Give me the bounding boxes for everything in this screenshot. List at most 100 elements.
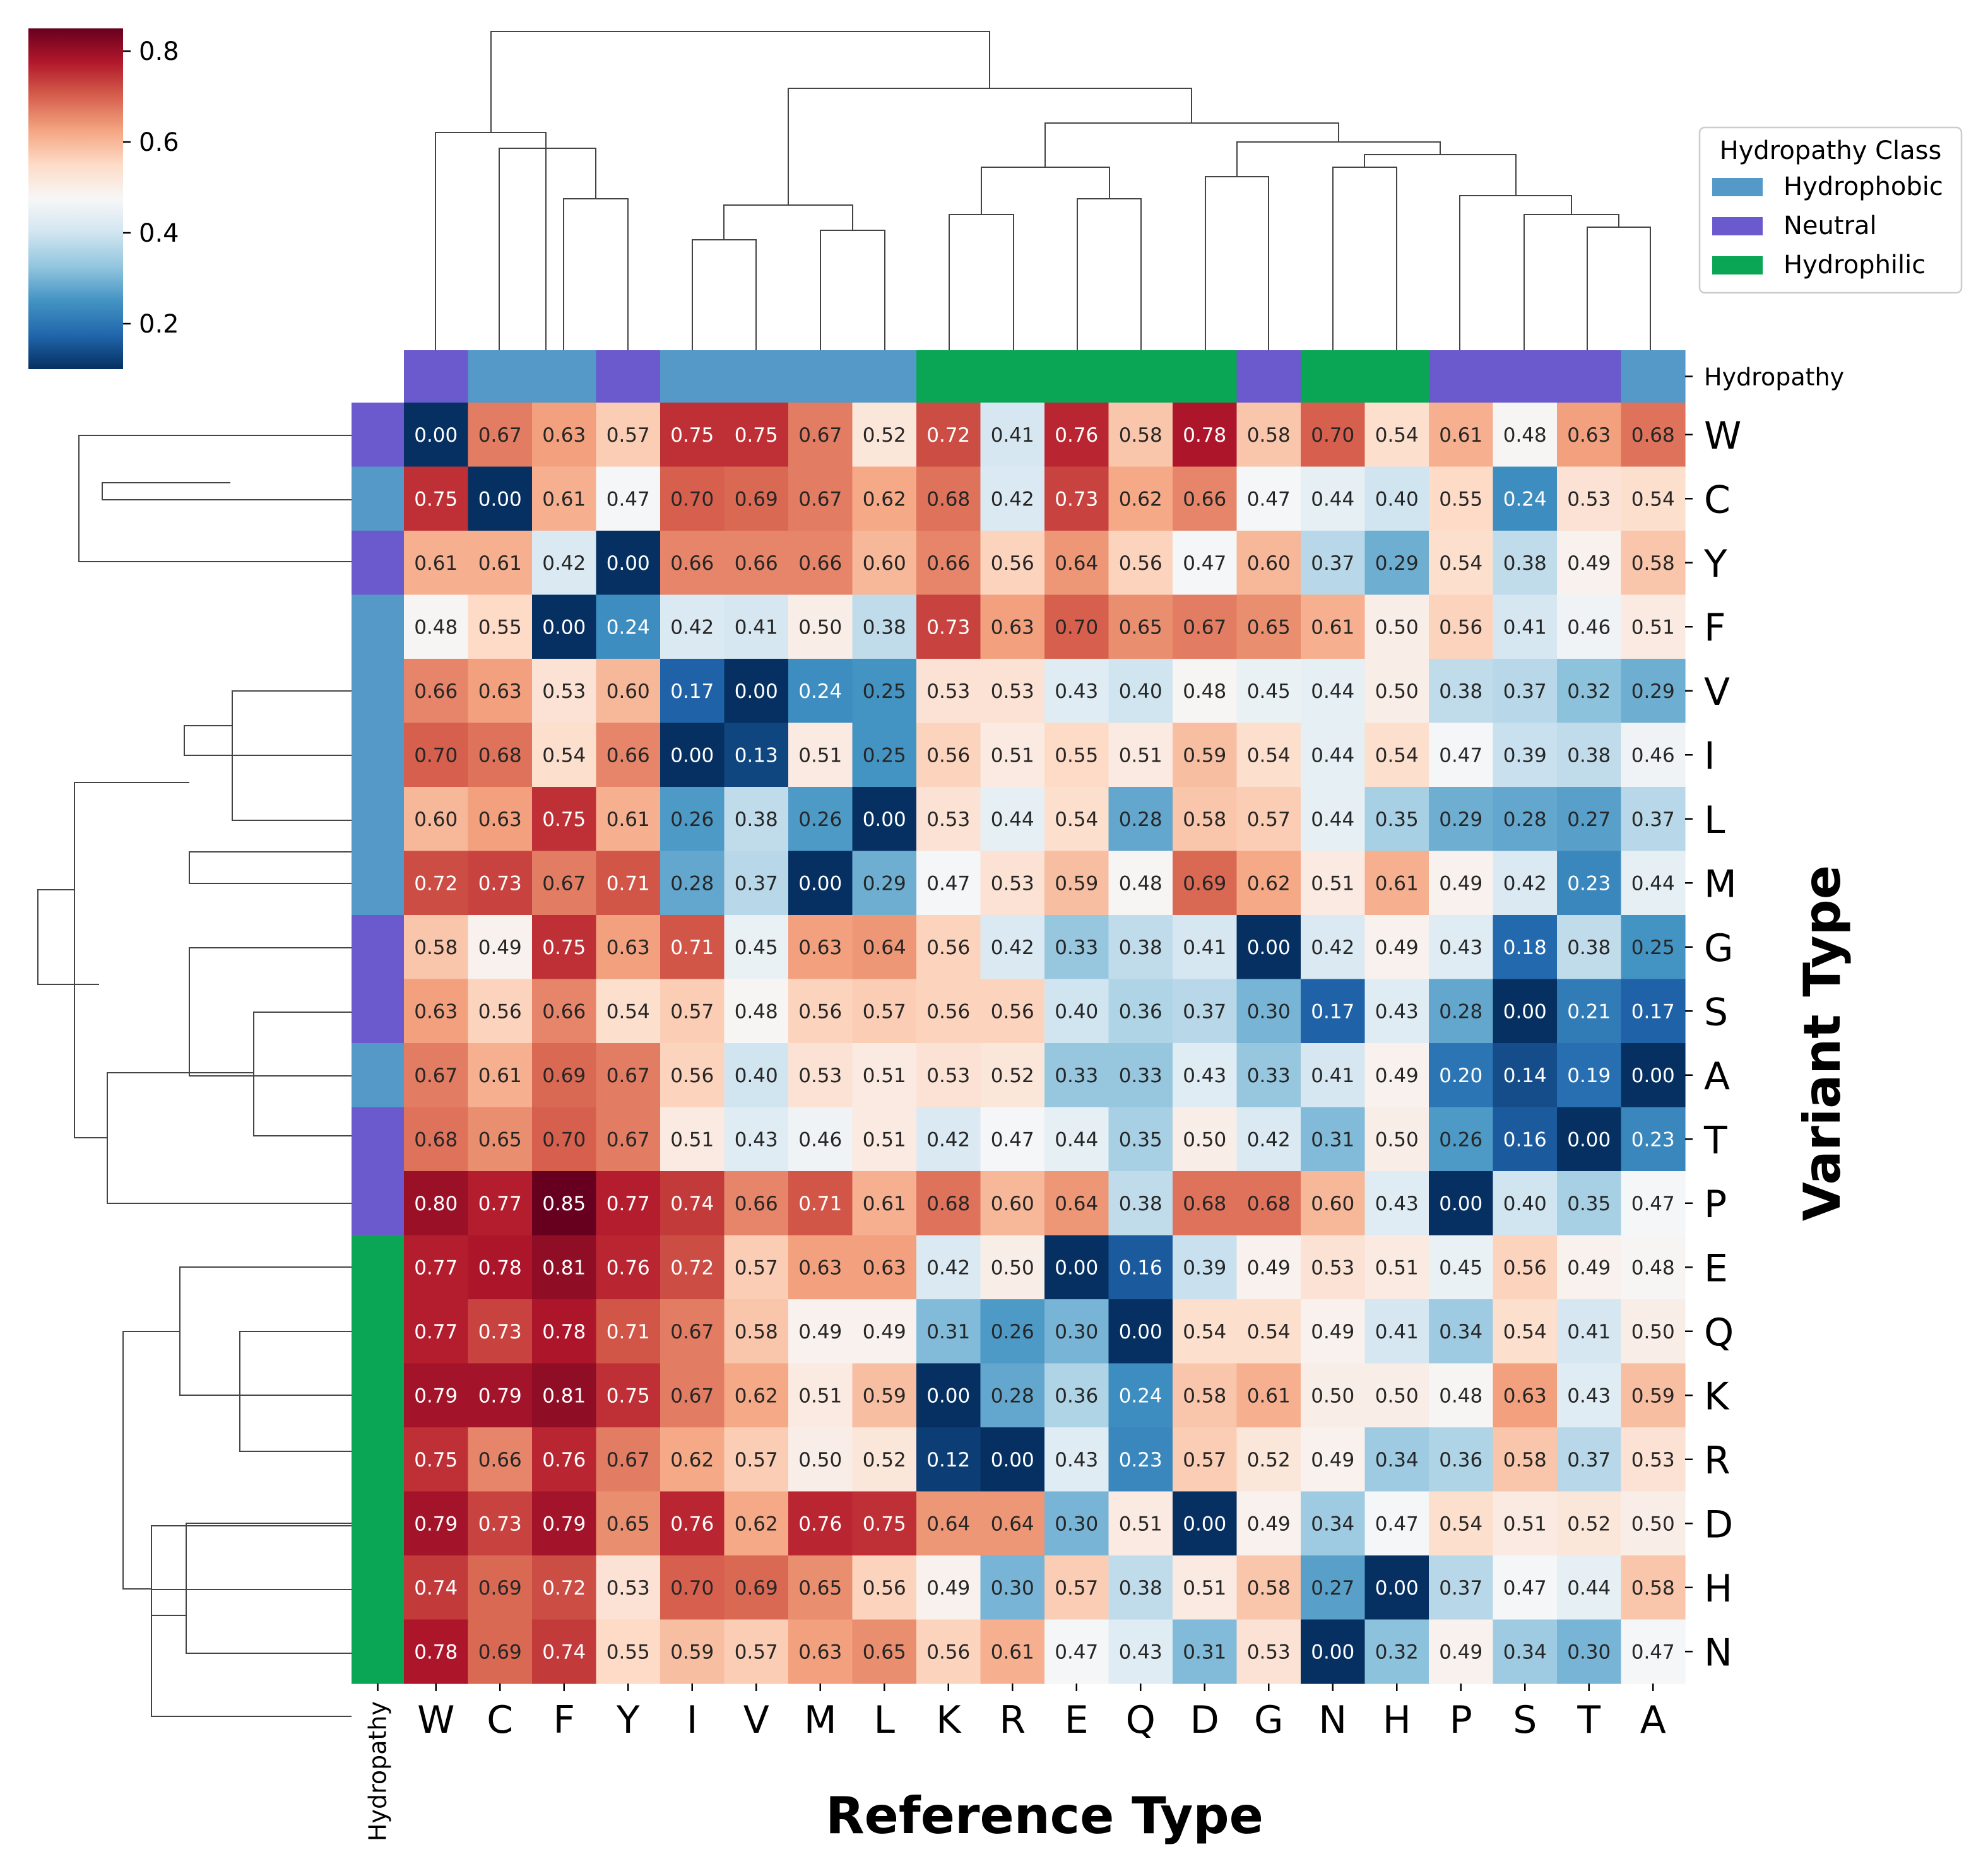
- heatmap-cell: [404, 979, 469, 1044]
- heatmap-cell: [1173, 915, 1238, 980]
- heatmap-cell: [532, 723, 597, 788]
- heatmap-cell-label: 0.43: [735, 1128, 778, 1151]
- row-class-bar-segment: [352, 1299, 404, 1364]
- y-tick-label: D: [1704, 1502, 1733, 1547]
- heatmap-cell: [1429, 1171, 1494, 1236]
- heatmap-cell-label: 0.50: [1375, 1128, 1419, 1151]
- heatmap-cell: [660, 851, 725, 916]
- heatmap-cell: [404, 1363, 469, 1428]
- heatmap-cell: [404, 659, 469, 724]
- heatmap-cell-label: 0.74: [542, 1641, 586, 1663]
- heatmap-cell: [596, 1299, 661, 1364]
- heatmap-cell: [1557, 1555, 1622, 1620]
- col-class-bar-segment: [596, 350, 661, 403]
- heatmap-cell: [1301, 915, 1366, 980]
- heatmap-cell: [468, 1619, 533, 1684]
- heatmap-cell-label: 0.50: [1311, 1384, 1354, 1407]
- heatmap-cell: [1493, 1299, 1558, 1364]
- heatmap-cell-label: 0.77: [478, 1193, 522, 1215]
- col-class-bar-segment: [1301, 350, 1366, 403]
- heatmap-cell: [1429, 1299, 1494, 1364]
- heatmap-cell: [1301, 1043, 1366, 1108]
- heatmap-cell-label: 0.45: [1439, 1256, 1482, 1279]
- heatmap-cell-label: 0.58: [1247, 424, 1291, 447]
- heatmap-cell-label: 0.00: [1567, 1128, 1611, 1151]
- heatmap-cell-label: 0.47: [991, 1128, 1034, 1151]
- heatmap-cell-label: 0.67: [414, 1065, 458, 1087]
- x-tick-label: T: [1577, 1698, 1600, 1742]
- heatmap-cell-label: 0.44: [1055, 1128, 1098, 1151]
- x-tick-label: G: [1254, 1698, 1284, 1742]
- heatmap-cell: [980, 1171, 1045, 1236]
- col-class-bar-segment: [1621, 350, 1686, 403]
- heatmap-cell: [596, 1043, 661, 1108]
- legend-title: Hydropathy Class: [1720, 136, 1942, 165]
- heatmap-cell-label: 0.56: [798, 1000, 842, 1023]
- col-class-bar-segment: [1108, 350, 1173, 403]
- heatmap-cell-label: 0.32: [1375, 1641, 1419, 1663]
- heatmap-cell-label: 0.49: [1375, 1065, 1419, 1087]
- legend-swatch: [1712, 217, 1763, 235]
- heatmap-cell: [852, 1107, 917, 1172]
- heatmap-cell: [1173, 659, 1238, 724]
- heatmap-cell-label: 0.60: [863, 552, 906, 575]
- heatmap-cell: [1044, 1427, 1109, 1492]
- col-class-bar-segment: [788, 350, 853, 403]
- heatmap-cell-label: 0.48: [1439, 1384, 1482, 1407]
- heatmap-cell: [1236, 1491, 1301, 1556]
- heatmap-cell-label: 0.50: [1375, 616, 1419, 639]
- heatmap-cell: [980, 1555, 1045, 1620]
- heatmap-cell-label: 0.31: [1311, 1128, 1354, 1151]
- heatmap-cell: [660, 979, 725, 1044]
- heatmap-cell-label: 0.58: [1119, 424, 1163, 447]
- heatmap-cell: [468, 851, 533, 916]
- heatmap-cell: [1429, 851, 1494, 916]
- heatmap-cell: [852, 915, 917, 980]
- heatmap-cell-label: 0.57: [606, 424, 650, 447]
- heatmap-cell: [724, 1427, 789, 1492]
- column-dendrogram-link: [1459, 195, 1572, 350]
- heatmap-cell: [1621, 1427, 1686, 1492]
- heatmap-cell: [1108, 1299, 1173, 1364]
- col-class-bar-segment: [1429, 350, 1494, 403]
- heatmap-cell-label: 0.62: [670, 1449, 714, 1472]
- heatmap-cell-label: 0.17: [1311, 1000, 1354, 1023]
- heatmap-cell: [1301, 1427, 1366, 1492]
- heatmap-cell: [1044, 1555, 1109, 1620]
- heatmap-cell: [1364, 531, 1429, 596]
- heatmap-cell-label: 0.12: [926, 1449, 970, 1472]
- heatmap-cell-label: 0.79: [542, 1513, 586, 1535]
- heatmap-cell: [1364, 1107, 1429, 1172]
- heatmap-cell: [404, 787, 469, 852]
- heatmap-cell-label: 0.61: [1439, 424, 1482, 447]
- heatmap-cell: [1364, 1619, 1429, 1684]
- heatmap-cell: [1173, 1043, 1238, 1108]
- heatmap-cell: [1044, 787, 1109, 852]
- heatmap-cell: [1493, 594, 1558, 659]
- heatmap-cell-label: 0.60: [414, 808, 458, 831]
- heatmap-cell-label: 0.56: [1439, 616, 1482, 639]
- heatmap-cell: [1044, 659, 1109, 724]
- heatmap-cell: [1173, 403, 1238, 468]
- heatmap-cell-label: 0.38: [863, 616, 906, 639]
- heatmap-cell-label: 0.41: [1375, 1321, 1419, 1343]
- heatmap-cell-label: 0.56: [926, 744, 970, 767]
- heatmap-cell: [1236, 1427, 1301, 1492]
- heatmap-cell: [1044, 466, 1109, 531]
- heatmap-cell-label: 0.54: [1631, 488, 1675, 510]
- row-dendrogram-link: [151, 1589, 352, 1717]
- heatmap-cell-label: 0.58: [735, 1321, 778, 1343]
- heatmap-cell-label: 0.25: [1631, 936, 1675, 959]
- y-tick-label: P: [1704, 1183, 1727, 1227]
- heatmap-cell-label: 0.46: [1567, 616, 1611, 639]
- heatmap-cell-label: 0.73: [1055, 488, 1098, 510]
- heatmap-cell-label: 0.49: [1439, 1641, 1482, 1663]
- heatmap-cell-label: 0.51: [1119, 1513, 1163, 1535]
- heatmap-cell-label: 0.55: [606, 1641, 650, 1663]
- heatmap-cell-label: 0.55: [478, 616, 522, 639]
- heatmap-cell-label: 0.49: [1311, 1449, 1354, 1472]
- heatmap-cell-label: 0.56: [863, 1577, 906, 1600]
- heatmap-cell: [468, 1299, 533, 1364]
- heatmap-cell: [1108, 1107, 1173, 1172]
